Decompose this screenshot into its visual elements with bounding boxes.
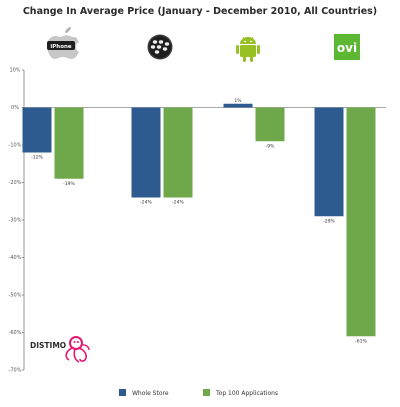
legend: Whole Store Top 100 Applications bbox=[119, 389, 278, 397]
bar-android-whole-store bbox=[223, 103, 253, 108]
data-label-blackberry-top-100-applications: -24% bbox=[172, 200, 184, 206]
y-tick-label: -20% bbox=[9, 180, 22, 186]
legend-swatch-top-100 bbox=[203, 389, 210, 396]
blackberry-logo-icon bbox=[147, 34, 173, 60]
android-logo-icon bbox=[236, 36, 260, 62]
bar-blackberry-top-100-applications bbox=[163, 107, 193, 198]
bar-iphone-top-100-applications bbox=[54, 107, 84, 179]
y-tick-label: -10% bbox=[9, 143, 22, 149]
bar-blackberry-whole-store bbox=[131, 107, 161, 198]
data-label-iphone-top-100-applications: -19% bbox=[63, 181, 75, 187]
legend-swatch-whole-store bbox=[119, 389, 126, 396]
y-tick-label: -70% bbox=[9, 368, 22, 374]
chart-title: Change In Average Price (January - Decem… bbox=[23, 6, 377, 17]
data-label-iphone-whole-store: -12% bbox=[31, 155, 43, 161]
distimo-brand: DISTIMO bbox=[30, 341, 66, 350]
octopus-mascot-icon bbox=[65, 336, 90, 363]
y-tick-label: -60% bbox=[9, 330, 22, 336]
bar-iphone-whole-store bbox=[22, 107, 52, 153]
data-label-blackberry-whole-store: -24% bbox=[140, 200, 152, 206]
data-label-android-whole-store: 1% bbox=[234, 98, 242, 104]
bar-android-top-100-applications bbox=[255, 107, 285, 142]
bar-ovi-whole-store bbox=[314, 107, 344, 217]
ovi-logo-icon: ovi bbox=[334, 34, 360, 60]
legend-label-top-100: Top 100 Applications bbox=[215, 390, 278, 397]
data-label-ovi-whole-store: -29% bbox=[323, 218, 335, 224]
svg-text:ovi: ovi bbox=[337, 41, 357, 55]
y-tick-label: -40% bbox=[9, 255, 22, 261]
data-label-android-top-100-applications: -9% bbox=[266, 143, 275, 149]
legend-label-whole-store: Whole Store bbox=[132, 390, 169, 397]
y-tick-label: 10% bbox=[9, 68, 20, 74]
svg-text:iPhone: iPhone bbox=[50, 44, 72, 50]
y-tick-label: 0% bbox=[11, 105, 19, 111]
apple-iphone-logo-icon: iPhone bbox=[47, 27, 79, 59]
y-tick-label: -50% bbox=[9, 293, 22, 299]
y-tick-label: -30% bbox=[9, 218, 22, 224]
data-label-ovi-top-100-applications: -61% bbox=[355, 338, 367, 344]
bar-ovi-top-100-applications bbox=[346, 107, 376, 337]
